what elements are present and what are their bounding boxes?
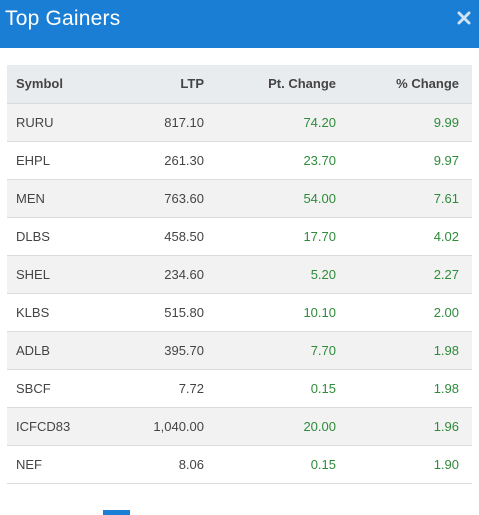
cell-symbol: EHPL (16, 152, 50, 168)
cell-pct-change: 2.27 (433, 266, 459, 282)
close-button[interactable] (455, 8, 473, 28)
cell-pt-change: 54.00 (303, 190, 336, 206)
cell-pt-change: 5.20 (310, 266, 336, 282)
cell-pt-change: 23.70 (303, 152, 336, 168)
cell-pt-change: 7.70 (310, 342, 336, 358)
cell-pt-change: 20.00 (303, 418, 336, 434)
cell-pct-change: 1.90 (433, 456, 459, 472)
table-row[interactable]: RURU 817.10 74.20 9.99 (7, 103, 472, 141)
cell-pct-change: 2.00 (433, 304, 459, 320)
gainers-table: Symbol LTP Pt. Change % Change RURU 817.1… (7, 65, 472, 484)
cell-ltp: 234.60 (164, 266, 204, 282)
cell-symbol: NEF (16, 456, 42, 472)
cell-ltp: 261.30 (164, 152, 204, 168)
header-pct-change[interactable]: % Change (339, 65, 472, 104)
cell-symbol: KLBS (16, 304, 50, 320)
cell-pct-change: 1.96 (433, 418, 459, 434)
gainers-table-container: Symbol LTP Pt. Change % Change RURU 817.1… (7, 65, 472, 484)
cell-pt-change: 10.10 (303, 304, 336, 320)
table-row[interactable]: ICFCD83 1,040.00 20.00 1.96 (7, 407, 472, 445)
cell-symbol: ICFCD83 (16, 418, 71, 434)
cell-pt-change: 0.15 (310, 380, 336, 396)
modal-title: Top Gainers (5, 7, 121, 30)
modal-header: Top Gainers (0, 0, 479, 48)
header-symbol[interactable]: Symbol (7, 65, 124, 104)
cell-pt-change: 17.70 (303, 228, 336, 244)
cell-ltp: 7.72 (178, 380, 204, 396)
cell-symbol: MEN (16, 190, 45, 206)
header-ltp[interactable]: LTP (124, 65, 207, 104)
table-row[interactable]: NEF 8.06 0.15 1.90 (7, 445, 472, 483)
table-row[interactable]: SHEL 234.60 5.20 2.27 (7, 255, 472, 293)
cell-pt-change: 0.15 (310, 456, 336, 472)
cell-pct-change: 1.98 (433, 380, 459, 396)
cell-ltp: 395.70 (164, 342, 204, 358)
cell-pct-change: 9.97 (433, 152, 459, 168)
cell-symbol: ADLB (16, 342, 50, 358)
cell-ltp: 8.06 (178, 456, 204, 472)
cell-pct-change: 9.99 (433, 114, 459, 130)
cell-symbol: DLBS (16, 228, 50, 244)
cell-symbol: RURU (16, 114, 54, 130)
table-row[interactable]: ADLB 395.70 7.70 1.98 (7, 331, 472, 369)
cell-pct-change: 4.02 (433, 228, 459, 244)
header-pt-change[interactable]: Pt. Change (207, 65, 339, 104)
cell-ltp: 458.50 (164, 228, 204, 244)
close-icon (457, 11, 471, 25)
table-row[interactable]: EHPL 261.30 23.70 9.97 (7, 141, 472, 179)
cell-pct-change: 7.61 (433, 190, 459, 206)
cell-symbol: SHEL (16, 266, 50, 282)
table-header-row: Symbol LTP Pt. Change % Change (7, 65, 472, 104)
table-row[interactable]: DLBS 458.50 17.70 4.02 (7, 217, 472, 255)
cell-pct-change: 1.98 (433, 342, 459, 358)
cell-pt-change: 74.20 (303, 114, 336, 130)
scroll-indicator[interactable] (103, 510, 130, 515)
cell-ltp: 1,040.00 (153, 418, 204, 434)
table-row[interactable]: SBCF 7.72 0.15 1.98 (7, 369, 472, 407)
cell-ltp: 515.80 (164, 304, 204, 320)
table-row[interactable]: MEN 763.60 54.00 7.61 (7, 179, 472, 217)
cell-ltp: 763.60 (164, 190, 204, 206)
table-row[interactable]: KLBS 515.80 10.10 2.00 (7, 293, 472, 331)
cell-symbol: SBCF (16, 380, 51, 396)
cell-ltp: 817.10 (164, 114, 204, 130)
